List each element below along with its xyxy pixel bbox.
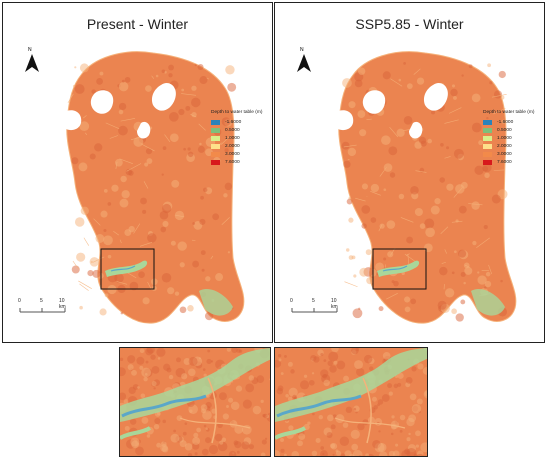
legend-entry: 2.0000	[211, 142, 273, 150]
legend-label: 1.0000	[497, 135, 512, 141]
scale-bar-line	[19, 308, 66, 313]
zoom-inset-ssp585	[274, 347, 428, 457]
map-panel-present: Present - Winter N Depth to water table …	[2, 2, 273, 343]
legend-swatch	[483, 143, 492, 149]
legend-entry: -1.6000	[211, 118, 273, 126]
legend-label: 1.0000	[225, 135, 240, 141]
legend-label: 2.0000	[225, 143, 240, 149]
legend-swatch	[211, 159, 220, 165]
zoom-map	[275, 348, 427, 456]
legend-label: -1.6000	[225, 119, 242, 125]
legend-entry: 7.6000	[483, 158, 545, 166]
legend: Depth to water table (m) -1.6000 0.5000 …	[483, 110, 545, 166]
map-panel-ssp585: SSP5.85 - Winter N Depth to water table …	[274, 2, 545, 343]
legend-entry: 1.0000	[211, 134, 273, 142]
legend-swatch	[483, 159, 492, 165]
legend-entry: 3.0000	[211, 150, 273, 158]
legend-label: 3.0000	[225, 151, 240, 157]
scale-label: 10 km	[59, 298, 66, 310]
legend-swatch	[483, 135, 492, 141]
zoom-inset-present	[119, 347, 271, 457]
north-arrow-icon	[297, 54, 311, 72]
legend-entry: 0.5000	[483, 126, 545, 134]
scale-label: 5	[40, 298, 43, 304]
map-title: SSP5.85 - Winter	[355, 16, 464, 32]
map-canvas	[61, 51, 245, 324]
legend-entry: 2.0000	[483, 142, 545, 150]
legend-swatch	[483, 119, 492, 125]
scale-bar: 0 5 10 km	[290, 298, 342, 318]
legend-swatch	[211, 127, 220, 133]
legend-swatch	[211, 119, 220, 125]
legend-title: Depth to water table (m)	[211, 110, 263, 115]
zoom-extent-box	[100, 248, 155, 290]
study-area-map	[333, 51, 517, 324]
legend-label: 3.0000	[497, 151, 512, 157]
zoom-map	[120, 348, 270, 456]
map-title: Present - Winter	[86, 16, 189, 32]
legend-entry: -1.6000	[483, 118, 545, 126]
legend-label: -1.6000	[497, 119, 514, 125]
north-arrow-icon	[25, 54, 39, 72]
scale-label: 0	[18, 298, 21, 304]
scale-bar-line	[291, 308, 338, 313]
map-canvas	[333, 51, 517, 324]
legend-swatch	[211, 143, 220, 149]
legend-title: Depth to water table (m)	[483, 110, 535, 115]
legend-label: 0.5000	[497, 127, 512, 133]
legend-entry: 1.0000	[483, 134, 545, 142]
legend-label: 0.5000	[225, 127, 240, 133]
legend-entry: 3.0000	[483, 150, 545, 158]
scale-bar: 0 5 10 km	[18, 298, 70, 318]
north-label: N	[28, 47, 32, 53]
legend: Depth to water table (m) -1.6000 0.5000 …	[211, 110, 273, 166]
scale-label: 10 km	[331, 298, 338, 310]
legend-entry: 0.5000	[211, 126, 273, 134]
study-area-map	[61, 51, 245, 324]
legend-swatch	[483, 127, 492, 133]
legend-label: 2.0000	[497, 143, 512, 149]
legend-swatch	[211, 135, 220, 141]
legend-label: 7.6000	[225, 159, 240, 165]
legend-entry: 7.6000	[211, 158, 273, 166]
legend-swatch	[211, 151, 220, 157]
north-label: N	[300, 47, 304, 53]
legend-label: 7.6000	[497, 159, 512, 165]
zoom-extent-box	[372, 248, 427, 290]
scale-label: 5	[312, 298, 315, 304]
scale-label: 0	[290, 298, 293, 304]
legend-swatch	[483, 151, 492, 157]
